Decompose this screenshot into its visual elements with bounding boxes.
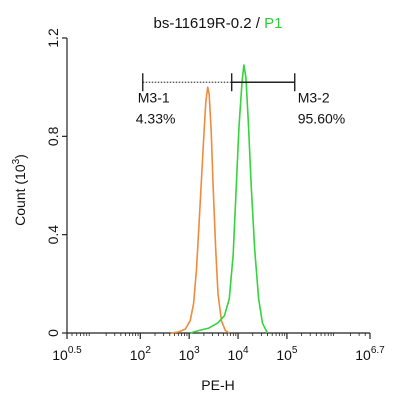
x-tick-label: 106.7 — [355, 345, 385, 363]
y-tick-label: 0.4 — [45, 225, 61, 245]
gate-m3-2-percent: 95.60% — [298, 110, 345, 126]
chart-title: bs-11619R-0.2 / P1 — [154, 15, 283, 32]
gate-m3-1-percent: 4.33% — [136, 110, 176, 126]
x-tick-label: 100.5 — [52, 345, 82, 363]
gate-m3-1-name: M3-1 — [138, 89, 170, 105]
y-tick-label: 0.8 — [45, 126, 61, 146]
x-tick-label: 104 — [227, 345, 249, 363]
x-tick-label-exponent: 6.7 — [371, 345, 385, 356]
y-axis-label-text: Count (10 — [12, 164, 28, 226]
x-tick-label-base: 10 — [52, 347, 68, 363]
x-tick-label-base: 10 — [276, 347, 292, 363]
x-tick-label-exponent: 0.5 — [68, 345, 82, 356]
chart-title-population: P1 — [264, 15, 282, 32]
x-tick-label: 102 — [130, 345, 152, 363]
x-tick-label-base: 10 — [130, 347, 146, 363]
y-tick-label: 1.2 — [45, 28, 61, 48]
x-tick-label-exponent: 2 — [145, 345, 151, 356]
gate-m3-2-name: M3-2 — [298, 89, 330, 105]
x-tick-label-base: 10 — [179, 347, 195, 363]
y-axis-label-close: ) — [12, 154, 28, 159]
y-axis-label-exponent: 3 — [11, 158, 22, 164]
y-tick-label: 0 — [45, 329, 61, 337]
y-axis-label: Count (103) — [11, 154, 28, 226]
histogram-series-2 — [189, 64, 269, 334]
x-tick-label-base: 10 — [227, 347, 243, 363]
x-tick-label-exponent: 3 — [194, 345, 200, 356]
histogram-series-1 — [170, 86, 230, 334]
chart-title-main: bs-11619R-0.2 / — [154, 15, 265, 32]
x-tick-label: 103 — [179, 345, 201, 363]
x-tick-label-base: 10 — [355, 347, 371, 363]
x-tick-label-exponent: 4 — [243, 345, 249, 356]
x-tick-label: 105 — [276, 345, 298, 363]
x-tick-label-exponent: 5 — [292, 345, 298, 356]
x-axis-label: PE-H — [201, 377, 234, 393]
